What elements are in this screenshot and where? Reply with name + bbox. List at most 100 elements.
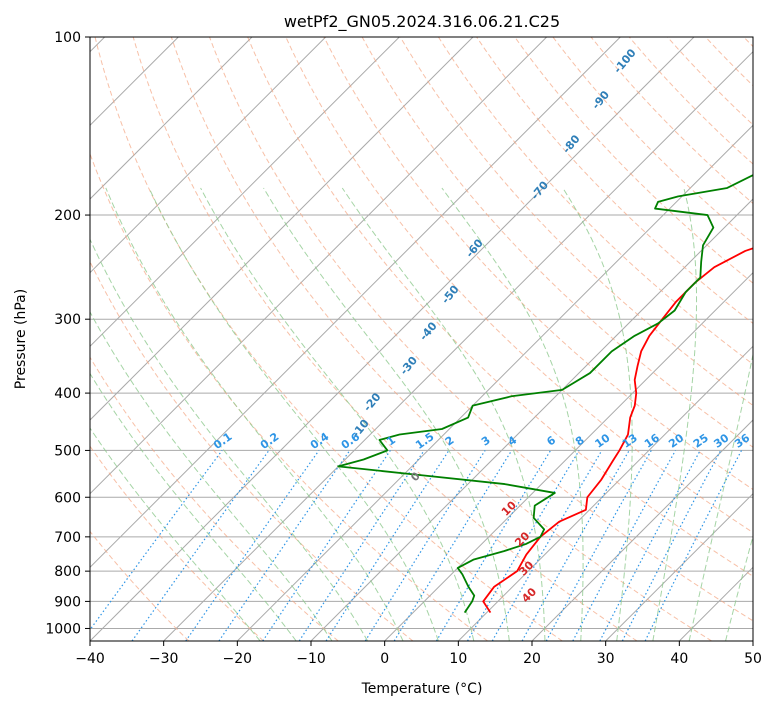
mixing-ratio-line xyxy=(131,450,270,641)
plot-frame xyxy=(89,36,754,642)
dry-adiabat-line xyxy=(552,37,753,244)
isotherm-line xyxy=(678,566,753,641)
dry-adiabat-line xyxy=(705,37,753,87)
mixing-ratio-line xyxy=(435,450,552,641)
axis-ticks: −40 −30 −20 −10 0 10 20 30 40 5010020030040050060… xyxy=(45,30,762,667)
dry-adiabat-line xyxy=(94,37,563,641)
dry-adiabat-line xyxy=(743,37,753,48)
dry-adiabat-line xyxy=(90,530,190,641)
x-tick-label: −10 xyxy=(296,651,326,667)
dry-adiabat-label: -40 xyxy=(417,319,440,343)
mixing-ratio-line xyxy=(90,450,223,631)
isotherm-line xyxy=(236,124,753,641)
moist-adiabat-label: 20 xyxy=(512,529,532,549)
isotherm-line xyxy=(531,419,753,641)
dry-adiabat-line xyxy=(90,260,414,641)
mixing-ratio-label: 30 xyxy=(711,431,731,451)
isotherm-line xyxy=(90,37,695,641)
dry-adiabat-line xyxy=(399,37,753,407)
moist-adiabat-line xyxy=(148,187,439,641)
mixing-ratio-line xyxy=(491,450,603,641)
y-tick-label: 300 xyxy=(54,312,81,328)
data-series xyxy=(337,174,753,614)
dry-adiabat-line xyxy=(323,37,753,491)
isotherm-line xyxy=(457,345,753,641)
mixing-ratio-label: 4 xyxy=(506,433,520,448)
mixing-ratio-label: 13 xyxy=(620,431,640,450)
moist-adiabat-line xyxy=(200,187,475,641)
dry-adiabat-line xyxy=(170,37,712,641)
y-tick-label: 900 xyxy=(54,594,81,610)
y-tick-label: 800 xyxy=(54,564,81,580)
y-axis-label: Pressure (hPa) xyxy=(13,289,29,389)
mixing-ratio-label: 2 xyxy=(443,433,457,448)
isotherm-line xyxy=(90,37,327,274)
dry-adiabat-label: -100 xyxy=(611,46,639,76)
dry-adiabat-line xyxy=(247,37,753,577)
moist-adiabat-label: 0 xyxy=(408,469,423,484)
isotherm-line xyxy=(90,37,621,569)
dry-adiabat-line xyxy=(209,37,753,622)
moist-adiabat-line xyxy=(105,187,404,641)
x-tick-label: −40 xyxy=(75,651,105,667)
dry-adiabat-label: -50 xyxy=(439,283,462,307)
x-axis-label: Temperature (°C) xyxy=(361,681,483,697)
moist-adiabat-label: 30 xyxy=(516,558,536,578)
x-tick-label: 30 xyxy=(597,651,615,667)
y-tick-label: 100 xyxy=(54,30,81,46)
dry-adiabat-label: -60 xyxy=(463,236,486,260)
moist-adiabat-line xyxy=(652,187,698,641)
y-tick-label: 700 xyxy=(54,530,81,546)
isotherm-line xyxy=(752,640,753,641)
dry-adiabat-line xyxy=(132,37,638,641)
mixing-ratio-line xyxy=(364,450,486,641)
mixing-ratio-line xyxy=(521,450,630,641)
mixing-ratio-line xyxy=(262,450,391,641)
mixing-ratio-line xyxy=(599,450,701,641)
temperature-line xyxy=(482,247,753,614)
dry-adiabat-line xyxy=(476,37,753,325)
isotherm-line xyxy=(310,198,753,641)
dry-adiabat-line xyxy=(90,445,264,641)
y-tick-label: 600 xyxy=(54,490,81,506)
isotherm-line xyxy=(605,492,753,641)
dry-adiabat-line xyxy=(90,356,339,641)
mixing-ratio-label: 0.2 xyxy=(258,430,281,452)
x-tick-label: −30 xyxy=(149,651,179,667)
moist-adiabat-line xyxy=(90,238,369,641)
moist-adiabat-line xyxy=(90,372,297,641)
mixing-ratio-label: 20 xyxy=(666,431,686,451)
dry-adiabat-label: -90 xyxy=(589,88,612,112)
isotherm-line xyxy=(90,37,474,421)
dry-adiabat-line xyxy=(590,37,753,205)
dry-adiabat-label: -80 xyxy=(560,132,583,156)
moist-adiabat-label: 10 xyxy=(499,498,519,518)
x-tick-label: −20 xyxy=(223,651,253,667)
mixing-ratio-line xyxy=(545,450,652,641)
y-tick-label: 500 xyxy=(54,443,81,459)
mixing-ratio-label: 0.1 xyxy=(211,430,234,452)
dry-adiabat-line xyxy=(90,152,488,641)
mixing-ratio-line xyxy=(621,450,722,641)
chart-title: wetPf2_GN05.2024.316.06.21.C25 xyxy=(284,12,560,32)
y-tick-label: 400 xyxy=(54,386,81,402)
mixing-ratio-label: 10 xyxy=(593,431,613,451)
mixing-ratio-line xyxy=(572,450,677,641)
isotherm-line xyxy=(90,37,400,348)
mixing-ratio-label: 16 xyxy=(642,431,662,451)
dry-adiabat-line xyxy=(285,37,753,534)
dewpoint-line xyxy=(337,174,753,614)
mixing-ratio-line xyxy=(218,450,351,641)
mixing-ratio-label: 3 xyxy=(479,433,493,448)
moist-adiabat-line xyxy=(562,187,633,641)
isotherm-line xyxy=(384,271,753,641)
mixing-ratio-line xyxy=(466,450,580,641)
x-tick-label: 10 xyxy=(449,651,467,667)
isotherm-line xyxy=(90,37,548,495)
x-tick-label: 50 xyxy=(744,651,762,667)
x-tick-label: 20 xyxy=(523,651,541,667)
y-tick-label: 1000 xyxy=(45,621,81,637)
mixing-ratio-line xyxy=(325,450,450,641)
mixing-ratio-line xyxy=(393,450,513,641)
